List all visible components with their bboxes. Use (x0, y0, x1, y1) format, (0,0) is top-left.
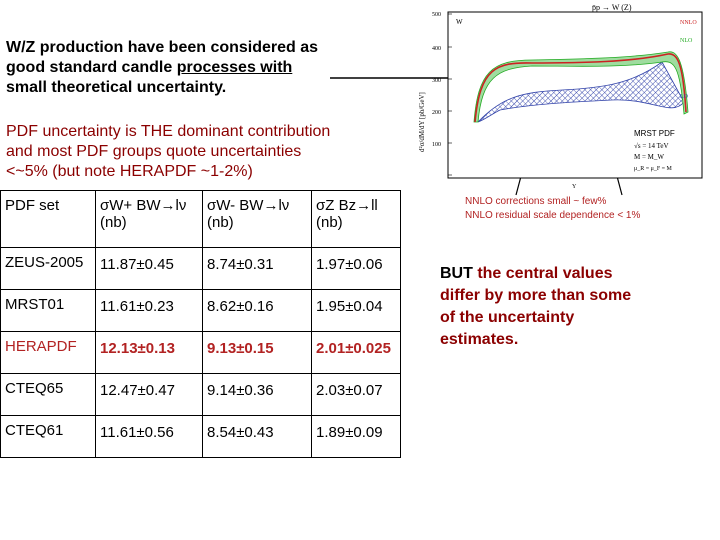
nnlo-curve (474, 53, 687, 123)
heading-line-3: small theoretical uncertainty. (6, 79, 227, 96)
cell-sigma-z: 1.89±0.09 (311, 415, 401, 458)
cell-sigma-wplus: 12.47±0.47 (95, 373, 203, 416)
cell-sigma-wminus: 8.62±0.16 (202, 289, 312, 332)
table-row-highlight: HERAPDF 12.13±0.13 9.13±0.15 2.01±0.025 (0, 331, 401, 374)
plot-label-nnlo: NNLO (680, 20, 697, 26)
plot-label-lo: LO (680, 94, 689, 100)
nnlo-note-line-1: NNLO corrections small ~ few% (465, 196, 607, 207)
table-header-row: PDF set σW+ BW→lν (nb) σW- BW→lν (nb) σZ… (0, 190, 401, 248)
statement-but: BUT (440, 265, 478, 282)
nnlo-note-line-2: NNLO residual scale dependence < 1% (465, 210, 641, 221)
table-row: CTEQ61 11.61±0.56 8.54±0.43 1.89±0.09 (0, 415, 401, 458)
heading-line-1: W/Z production have been considered as (6, 39, 319, 56)
table-row: MRST01 11.61±0.23 8.62±0.16 1.95±0.04 (0, 289, 401, 332)
cell-sigma-z: 2.03±0.07 (311, 373, 401, 416)
cell-pdf-set: MRST01 (0, 289, 96, 332)
rapidity-plot: p̄p → W (Z) d²σ/dM/dY [pb/GeV] 500 400 3… (418, 3, 703, 190)
plot-ytick: 300 (432, 78, 441, 84)
plot-ytick: 100 (432, 142, 441, 148)
cell-sigma-wminus: 9.13±0.15 (202, 331, 312, 374)
cell-sigma-wminus: 8.74±0.31 (202, 247, 312, 290)
central-values-statement: BUT the central values differ by more th… (440, 263, 710, 351)
heading-line-2: good standard candle processes with (6, 58, 386, 78)
statement-line-2: differ by more than some (440, 287, 632, 304)
plot-ytick: 200 (432, 110, 441, 116)
plot-ylabel: d²σ/dM/dY [pb/GeV] (418, 92, 426, 152)
cell-pdf-set: CTEQ65 (0, 373, 96, 416)
nnlo-note: NNLO corrections small ~ few% NNLO resid… (465, 195, 715, 223)
cell-pdf-set: HERAPDF (0, 331, 96, 374)
cell-sigma-wminus: 9.14±0.36 (202, 373, 312, 416)
cell-sigma-z: 2.01±0.025 (311, 331, 401, 374)
pdf-uncertainty-line-1: PDF uncertainty is THE dominant contribu… (6, 123, 331, 140)
cell-sigma-wplus: 11.61±0.23 (95, 289, 203, 332)
plot-sqrts: √s = 14 TeV (634, 142, 669, 150)
pdf-uncertainty-line-2: and most PDF groups quote uncertainties (6, 143, 302, 160)
cell-sigma-wplus: 11.87±0.45 (95, 247, 203, 290)
statement-line-3: of the uncertainty (440, 309, 575, 326)
header-pdf-set: PDF set (0, 190, 96, 248)
plot-label-w: W (456, 18, 463, 26)
cell-pdf-set: CTEQ61 (0, 415, 96, 458)
cell-sigma-wminus: 8.54±0.43 (202, 415, 312, 458)
plot-mrst: MRST PDF (634, 129, 675, 138)
plot-ytick: 400 (432, 46, 441, 52)
pdf-uncertainty-text: PDF uncertainty is THE dominant contribu… (6, 122, 406, 182)
plot-title: p̄p → W (Z) (592, 3, 632, 12)
cell-sigma-wplus: 11.61±0.56 (95, 415, 203, 458)
header-sigma-z: σZ Bz→ll (nb) (311, 190, 401, 248)
heading-line-2a: good standard candle (6, 59, 177, 76)
cell-pdf-set: ZEUS-2005 (0, 247, 96, 290)
cell-sigma-z: 1.97±0.06 (311, 247, 401, 290)
plot-yticks: 500 400 300 200 100 (432, 12, 441, 148)
heading-text: W/Z production have been considered as g… (6, 38, 386, 98)
plot-ytick-marks (448, 13, 452, 176)
statement-line-1: BUT the central values (440, 263, 710, 285)
plot-xlabel: Y (572, 184, 577, 190)
cell-sigma-wplus: 12.13±0.13 (95, 331, 203, 374)
statement-line-1b: the central values (477, 265, 613, 282)
cross-section-table: PDF set σW+ BW→lν (nb) σW- BW→lν (nb) σZ… (0, 190, 401, 458)
header-sigma-wplus: σW+ BW→lν (nb) (95, 190, 203, 248)
nlo-band (473, 51, 689, 123)
table-row: CTEQ65 12.47±0.47 9.14±0.36 2.03±0.07 (0, 373, 401, 416)
plot-mass: M = M_W (634, 153, 664, 161)
plot-ytick: 500 (432, 12, 441, 18)
pdf-uncertainty-line-3: <~5% (but note HERAPDF ~1-2%) (6, 163, 253, 180)
statement-line-4: estimates. (440, 331, 519, 348)
table-row: ZEUS-2005 11.87±0.45 8.74±0.31 1.97±0.06 (0, 247, 401, 290)
plot-scale: μ_R = μ_F = M (634, 166, 673, 172)
header-sigma-wminus: σW- BW→lν (nb) (202, 190, 312, 248)
plot-label-nlo: NLO (680, 38, 693, 44)
cell-sigma-z: 1.95±0.04 (311, 289, 401, 332)
heading-line-2b: processes with (176, 59, 293, 76)
